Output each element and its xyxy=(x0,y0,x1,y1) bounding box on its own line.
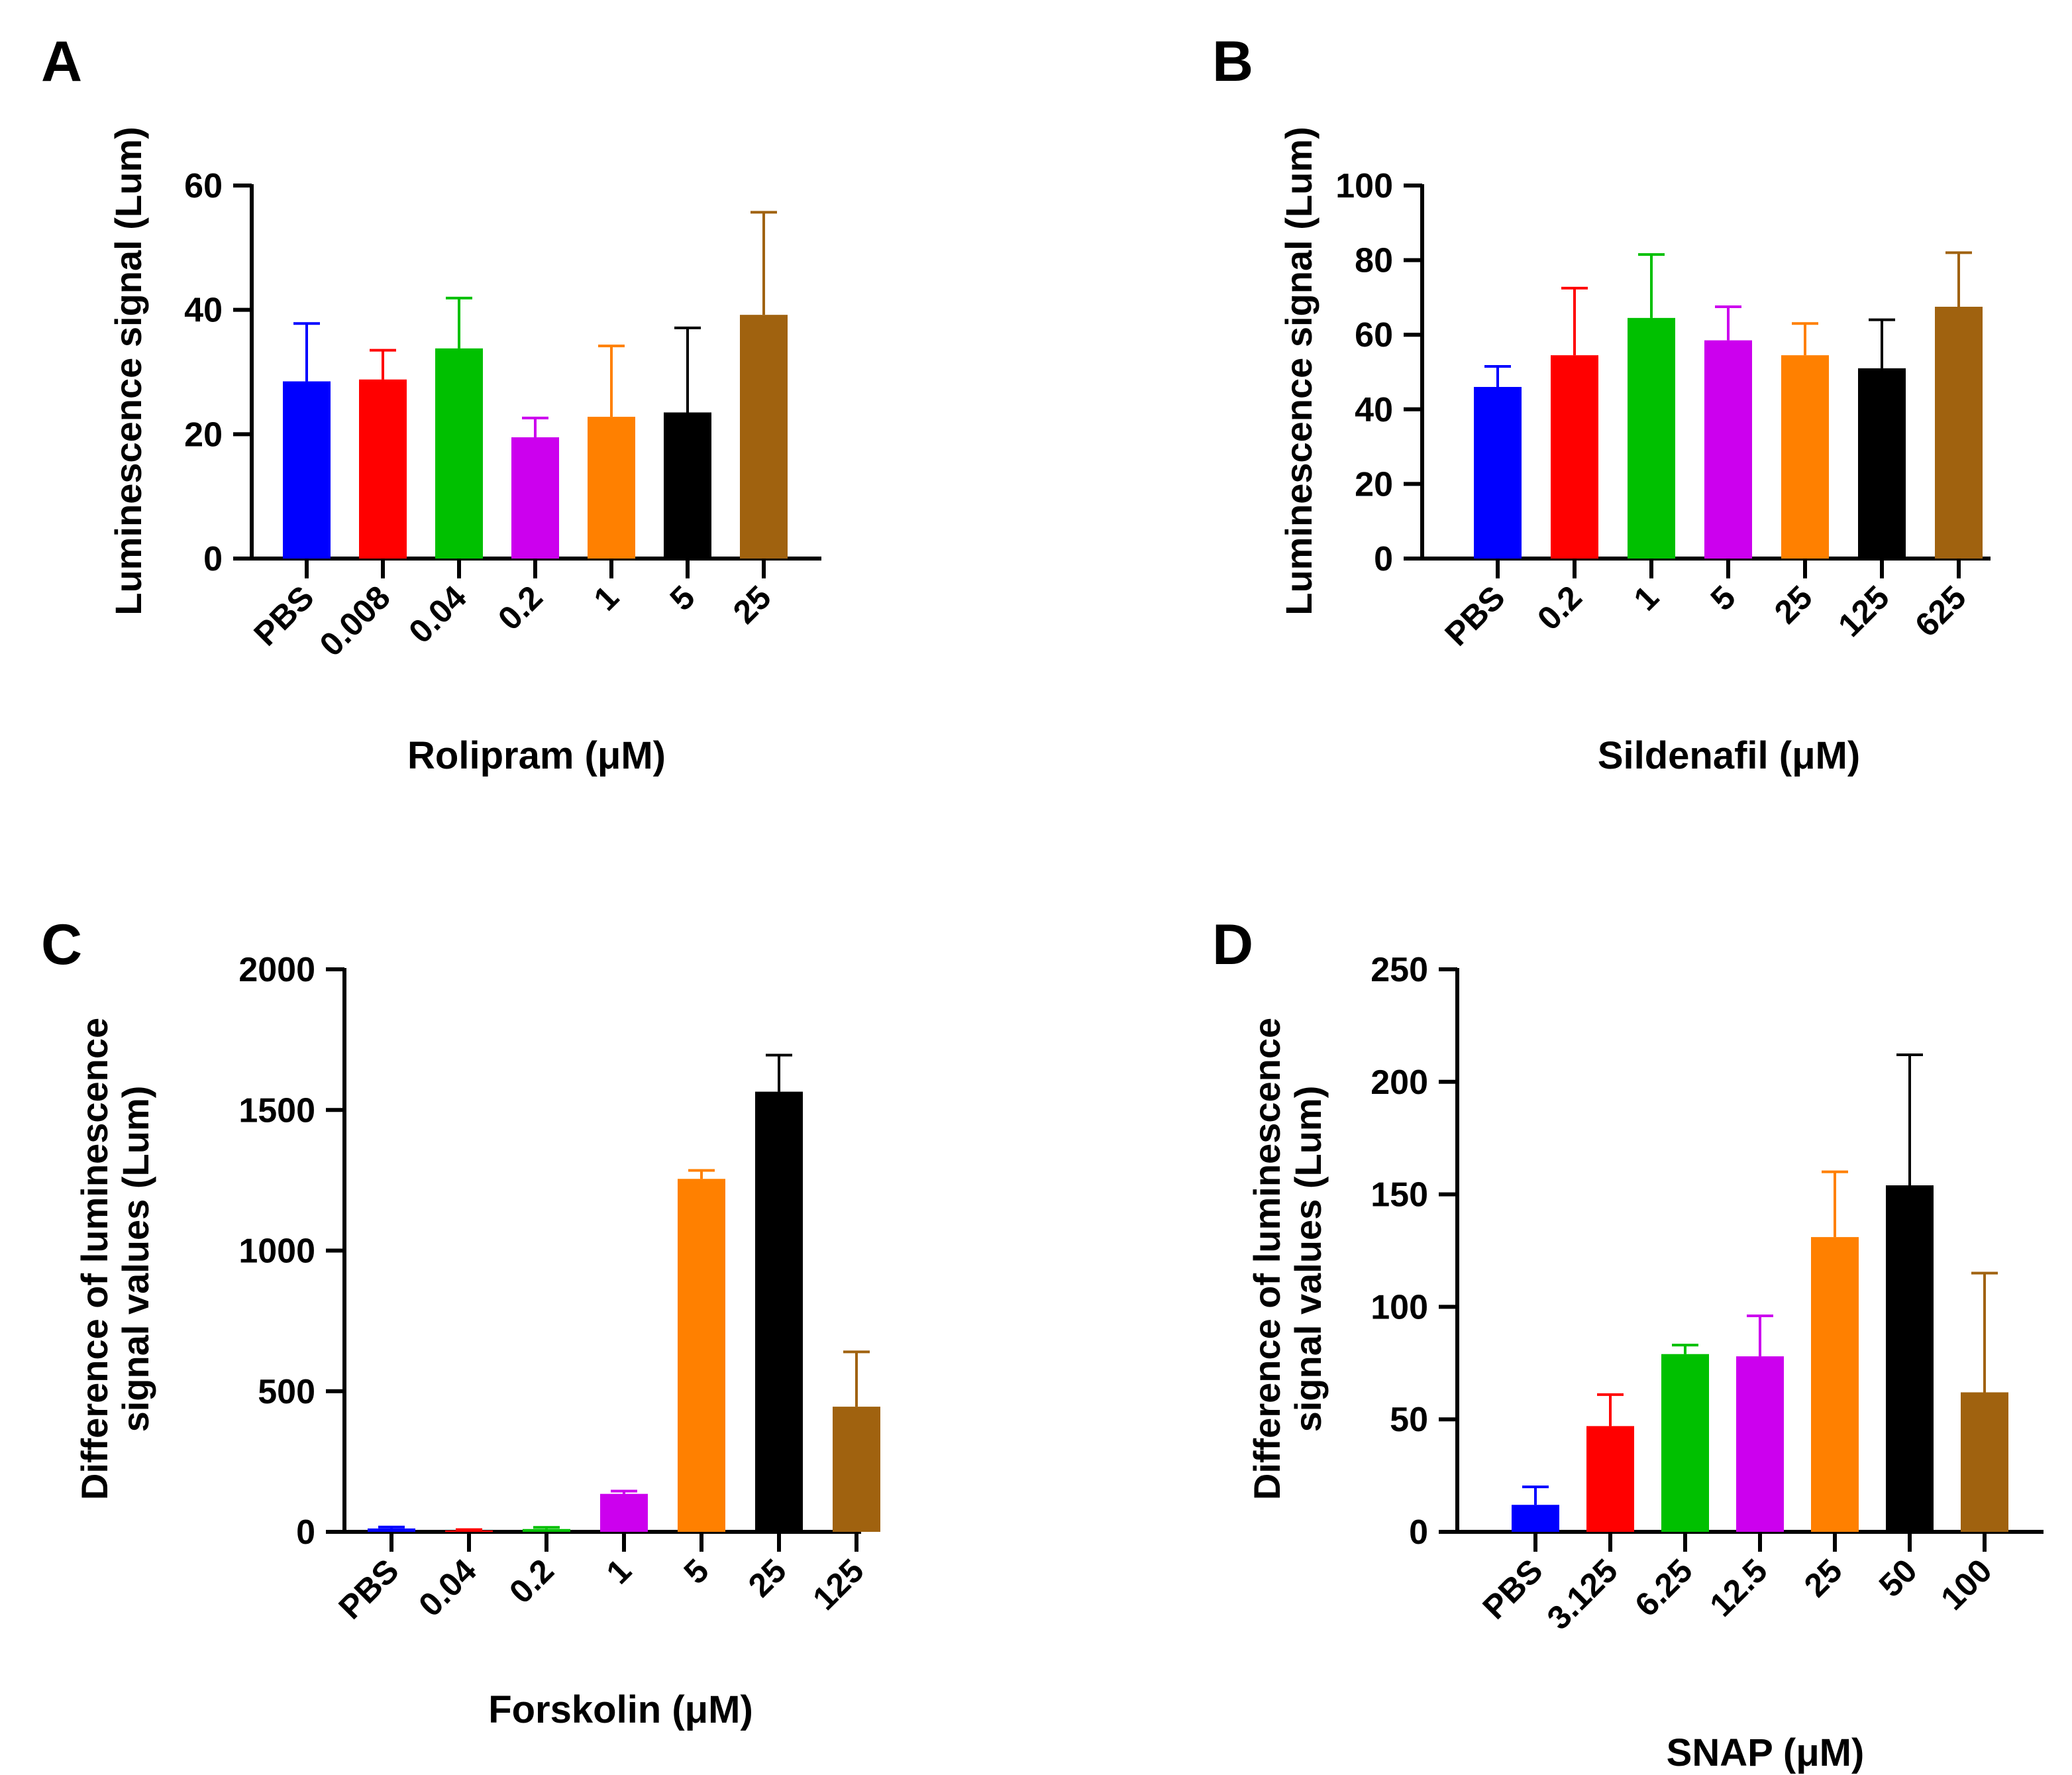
x-tick-label: 3.125 xyxy=(1540,1552,1625,1637)
y-tick-label: 0 xyxy=(1409,1513,1428,1552)
x-tick-label: 0.008 xyxy=(313,578,397,663)
bar-d-0 xyxy=(1512,1505,1559,1532)
x-tick-label: 25 xyxy=(726,578,778,631)
y-tick-label: 50 xyxy=(1390,1401,1428,1439)
bar-d-5 xyxy=(1886,1185,1934,1532)
x-tick-label: 625 xyxy=(1908,578,1973,644)
bar-b-2 xyxy=(1628,317,1675,559)
bar-c-2 xyxy=(523,1529,570,1532)
y-tick-label: 1000 xyxy=(238,1232,315,1271)
y-tick-label: 60 xyxy=(1355,316,1393,354)
x-tick-label: 1 xyxy=(1627,578,1666,618)
y-tick-label: 250 xyxy=(1371,951,1428,989)
x-tick-label: 5 xyxy=(677,1552,716,1591)
x-tick-label: 6.25 xyxy=(1628,1552,1699,1623)
bar-a-6 xyxy=(740,315,788,559)
x-tick-label: 25 xyxy=(1797,1552,1849,1604)
y-tick-label: 40 xyxy=(184,292,223,330)
bar-c-5 xyxy=(755,1091,803,1532)
bar-d-1 xyxy=(1586,1426,1634,1532)
bar-d-6 xyxy=(1961,1392,2008,1532)
y-tick-label: 200 xyxy=(1371,1063,1428,1102)
bar-d-3 xyxy=(1736,1356,1784,1532)
y-axis-title: Luminescence signal (Lum) xyxy=(1278,127,1320,616)
x-axis-title: Forskolin (μM) xyxy=(488,1688,753,1731)
bar-c-1 xyxy=(445,1530,493,1532)
panel-label: D xyxy=(1212,913,1253,977)
x-axis-title: Rolipram (μM) xyxy=(407,734,666,777)
bar-b-0 xyxy=(1474,387,1522,559)
x-tick-label: 25 xyxy=(741,1552,794,1604)
x-tick-label: 125 xyxy=(1831,578,1896,644)
x-tick-label: 0.2 xyxy=(1530,578,1589,637)
x-tick-label: 0.2 xyxy=(502,1552,561,1611)
bar-a-1 xyxy=(359,379,407,559)
x-tick-label: 50 xyxy=(1872,1552,1924,1604)
y-tick-label: 0 xyxy=(296,1513,315,1552)
x-tick-label: 100 xyxy=(1934,1552,1999,1617)
bar-c-0 xyxy=(368,1528,415,1532)
y-tick-label: 100 xyxy=(1335,167,1393,205)
y-axis-title: signal values (Lum) xyxy=(1287,1086,1329,1432)
y-tick-label: 20 xyxy=(1355,465,1393,504)
bar-a-4 xyxy=(588,417,635,559)
y-tick-label: 0 xyxy=(203,540,223,578)
y-axis-title: Luminescence signal (Lum) xyxy=(107,127,149,616)
x-tick-label: PBS xyxy=(1475,1552,1549,1626)
x-tick-label: PBS xyxy=(246,578,321,653)
bar-a-2 xyxy=(435,348,483,559)
x-axis-title: SNAP (μM) xyxy=(1667,1731,1865,1774)
y-tick-label: 500 xyxy=(258,1373,315,1411)
bar-b-6 xyxy=(1935,306,1983,559)
x-tick-label: 0.2 xyxy=(491,578,550,637)
y-tick-label: 100 xyxy=(1371,1288,1428,1326)
panel-label: C xyxy=(41,913,82,977)
y-axis-title: Difference of luminescence xyxy=(1246,1018,1288,1500)
y-axis-title: signal values (Lum) xyxy=(115,1086,156,1432)
bar-b-5 xyxy=(1858,368,1906,559)
y-tick-label: 80 xyxy=(1355,242,1393,280)
panel-label: B xyxy=(1212,30,1253,93)
bar-d-4 xyxy=(1811,1237,1859,1532)
bar-b-3 xyxy=(1704,340,1752,559)
chart-panel-c: C 0 500 1000 1500 2000 PBS 0.04 0.2 1 5 25 125 Differ… xyxy=(41,913,880,1731)
chart-panel-b: B 0 20 40 60 80 100 PBS 0.2 1 5 25 125 625 Luminescenc… xyxy=(1212,30,1991,777)
y-tick-label: 1500 xyxy=(238,1091,315,1130)
y-tick-label: 150 xyxy=(1371,1176,1428,1214)
bar-c-6 xyxy=(833,1407,880,1532)
y-tick-label: 60 xyxy=(184,167,223,205)
x-tick-label: 12.5 xyxy=(1702,1552,1774,1623)
x-tick-label: 1 xyxy=(599,1552,639,1591)
x-tick-label: 125 xyxy=(805,1552,871,1617)
y-tick-label: 2000 xyxy=(238,951,315,989)
bar-c-4 xyxy=(678,1179,725,1532)
x-tick-label: 0.04 xyxy=(401,578,474,651)
y-tick-label: 20 xyxy=(184,415,223,454)
bar-d-2 xyxy=(1661,1354,1709,1532)
x-tick-label: PBS xyxy=(331,1552,405,1626)
y-axis-title: Difference of luminescence xyxy=(74,1018,115,1500)
bar-a-0 xyxy=(283,381,331,559)
y-tick-label: 40 xyxy=(1355,391,1393,429)
bar-a-5 xyxy=(664,412,711,559)
bar-b-1 xyxy=(1551,355,1598,559)
x-tick-label: 5 xyxy=(663,578,702,618)
x-tick-label: 5 xyxy=(1704,578,1743,618)
x-tick-label: 1 xyxy=(587,578,626,618)
bar-a-3 xyxy=(511,437,559,559)
y-tick-label: 0 xyxy=(1374,540,1393,578)
bar-c-3 xyxy=(600,1493,648,1532)
x-tick-label: 25 xyxy=(1767,578,1820,631)
panel-label: A xyxy=(41,30,82,93)
x-tick-label: 0.04 xyxy=(411,1552,484,1624)
x-tick-label: PBS xyxy=(1437,578,1512,653)
x-axis-title: Sildenafil (μM) xyxy=(1598,734,1860,777)
bar-b-4 xyxy=(1781,355,1829,559)
